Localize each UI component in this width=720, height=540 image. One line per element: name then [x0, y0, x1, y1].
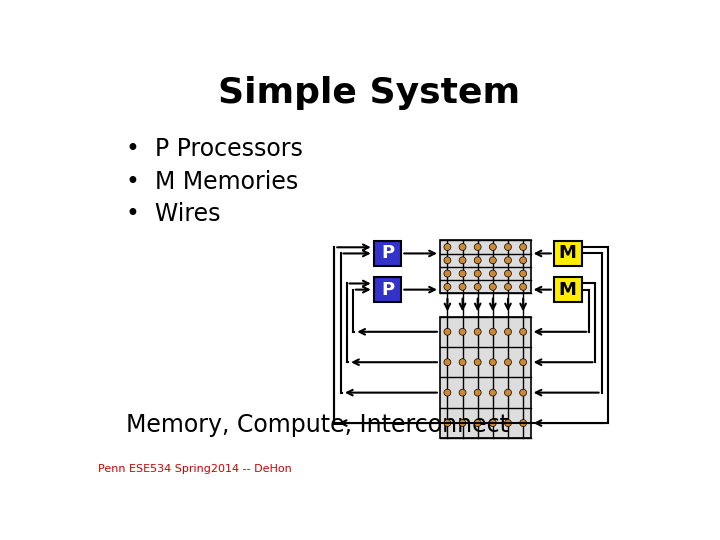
Bar — [554, 241, 582, 266]
Circle shape — [459, 328, 466, 335]
Circle shape — [520, 359, 526, 366]
Circle shape — [444, 420, 451, 427]
Circle shape — [474, 420, 481, 427]
Circle shape — [459, 270, 466, 277]
Circle shape — [520, 284, 526, 291]
Circle shape — [490, 359, 496, 366]
Text: Memory, Compute, Interconnect: Memory, Compute, Interconnect — [127, 413, 510, 437]
Circle shape — [474, 359, 481, 366]
Circle shape — [444, 257, 451, 264]
Circle shape — [490, 389, 496, 396]
Circle shape — [444, 284, 451, 291]
Circle shape — [505, 328, 511, 335]
Text: •  Wires: • Wires — [127, 202, 221, 226]
Circle shape — [505, 244, 511, 251]
Circle shape — [520, 420, 526, 427]
Text: M: M — [559, 281, 577, 299]
Circle shape — [474, 257, 481, 264]
Circle shape — [520, 244, 526, 251]
Circle shape — [490, 244, 496, 251]
Circle shape — [505, 420, 511, 427]
Circle shape — [459, 359, 466, 366]
Circle shape — [490, 257, 496, 264]
Text: Penn ESE534 Spring2014 -- DeHon: Penn ESE534 Spring2014 -- DeHon — [98, 464, 292, 475]
Circle shape — [520, 257, 526, 264]
Circle shape — [474, 328, 481, 335]
Bar — [440, 316, 531, 438]
Text: P: P — [381, 281, 394, 299]
Circle shape — [444, 389, 451, 396]
Circle shape — [459, 244, 466, 251]
Circle shape — [505, 270, 511, 277]
Bar — [374, 241, 401, 266]
Text: •  P Processors: • P Processors — [127, 138, 303, 161]
Circle shape — [474, 284, 481, 291]
Circle shape — [490, 328, 496, 335]
Circle shape — [490, 284, 496, 291]
Circle shape — [459, 257, 466, 264]
Circle shape — [520, 328, 526, 335]
Circle shape — [505, 257, 511, 264]
Circle shape — [444, 244, 451, 251]
Circle shape — [490, 270, 496, 277]
Circle shape — [505, 359, 511, 366]
Circle shape — [474, 270, 481, 277]
Bar — [374, 278, 401, 302]
Circle shape — [505, 389, 511, 396]
Circle shape — [459, 420, 466, 427]
Circle shape — [505, 284, 511, 291]
Circle shape — [459, 284, 466, 291]
Circle shape — [520, 270, 526, 277]
Circle shape — [490, 420, 496, 427]
Circle shape — [474, 389, 481, 396]
Circle shape — [520, 389, 526, 396]
Circle shape — [444, 359, 451, 366]
Circle shape — [444, 328, 451, 335]
Text: •  M Memories: • M Memories — [127, 170, 299, 194]
Circle shape — [444, 270, 451, 277]
Text: Simple System: Simple System — [218, 76, 520, 110]
Circle shape — [459, 389, 466, 396]
Bar — [440, 240, 531, 294]
Text: M: M — [559, 245, 577, 262]
Bar — [554, 278, 582, 302]
Text: P: P — [381, 245, 394, 262]
Circle shape — [474, 244, 481, 251]
